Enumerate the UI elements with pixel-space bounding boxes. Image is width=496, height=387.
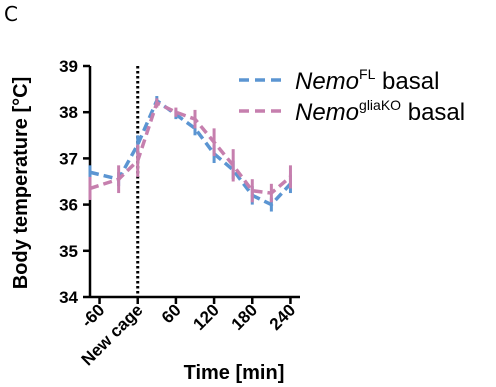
y-tick-label: 37	[59, 149, 78, 168]
series-layer	[88, 96, 292, 212]
series-2	[88, 98, 292, 203]
legend-label: NemogliaKO basal	[295, 97, 465, 126]
y-axis-title: Body temperature [°C]	[10, 77, 32, 289]
x-tick-label: 180	[228, 300, 261, 333]
axes	[88, 66, 300, 299]
y-tick-label: 39	[59, 57, 78, 76]
x-tick-label: -60	[78, 300, 109, 331]
legend-entry: NemogliaKO basal	[239, 97, 465, 126]
series-line	[89, 98, 292, 207]
y-tick-label: 35	[59, 242, 78, 261]
x-tick-label: 240	[266, 300, 299, 333]
x-axis-title: Time [min]	[184, 362, 285, 384]
legend-entry: NemoFL basal	[239, 66, 439, 95]
y-tick-label: 34	[59, 288, 78, 307]
panel-letter: C	[4, 2, 18, 26]
y-tick-label: 36	[59, 196, 78, 215]
y-tick-label: 38	[59, 103, 78, 122]
x-tick-label: 120	[189, 300, 222, 333]
legend-label: NemoFL basal	[295, 66, 439, 95]
x-tick-label: 60	[158, 300, 185, 327]
series-1	[88, 96, 292, 212]
